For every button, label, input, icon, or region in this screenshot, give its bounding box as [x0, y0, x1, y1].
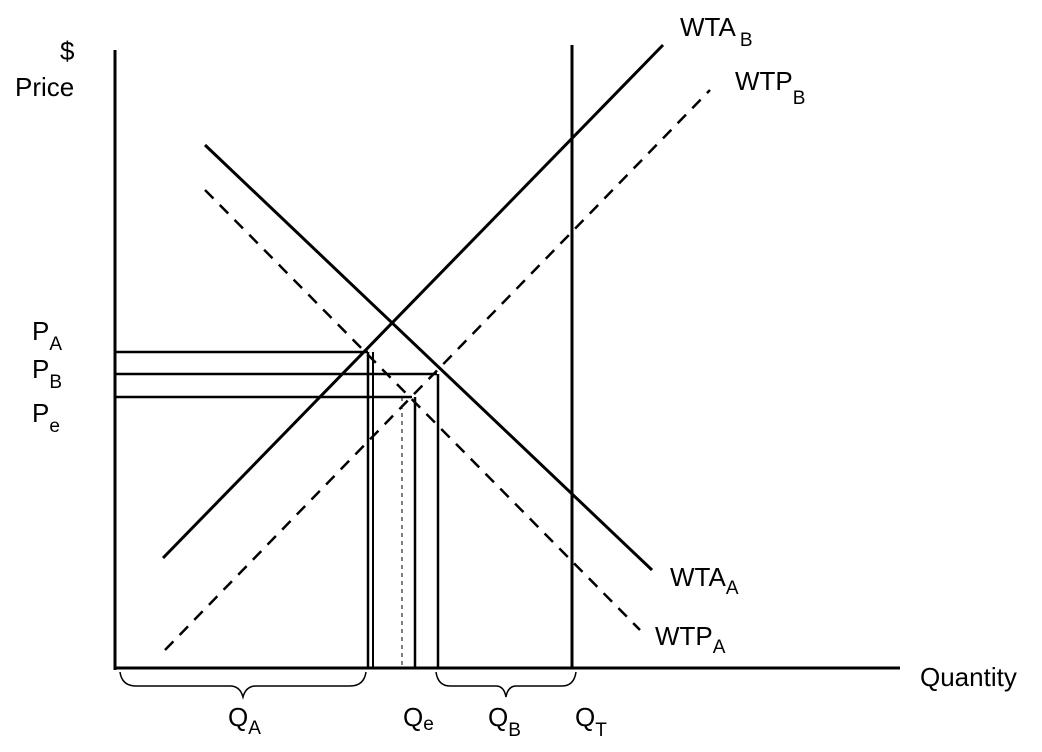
- label-main: WTP: [655, 621, 713, 651]
- label-main: Q: [403, 702, 423, 732]
- label-sub: B: [508, 720, 521, 741]
- label-main: Q: [488, 702, 508, 732]
- label-sub: A: [726, 578, 739, 599]
- wtp-a-curve: [204, 189, 641, 631]
- label-main: P: [32, 316, 49, 346]
- price-label: PA: [32, 316, 62, 355]
- label-sub: e: [49, 416, 60, 437]
- label-sub: T: [595, 720, 607, 741]
- wtp-b-curve: [164, 89, 711, 651]
- y-symbol: $: [60, 36, 75, 66]
- quantity-label: QB: [488, 702, 521, 741]
- label-main: Q: [575, 702, 595, 732]
- curve-label: WTPB: [735, 66, 805, 109]
- qb-brace: [435, 671, 577, 698]
- curve-label: WTPA: [655, 621, 726, 658]
- label-sub: B: [793, 88, 806, 109]
- price-label: Pe: [32, 398, 60, 437]
- label-main: WTA: [680, 12, 736, 42]
- label-sub: e: [423, 714, 434, 735]
- quantity-label: QT: [575, 702, 607, 741]
- label-main: P: [32, 398, 49, 428]
- x-axis-label: Quantity: [920, 662, 1017, 692]
- label-main: WTP: [735, 66, 793, 96]
- curve-label: WTAA: [670, 562, 739, 599]
- label-main: Q: [228, 702, 248, 732]
- label-main: WTA: [670, 562, 726, 592]
- label-sub: B: [49, 372, 62, 393]
- label-sub: A: [49, 334, 62, 355]
- wta-a-curve: [203, 143, 654, 572]
- label-main: P: [32, 354, 49, 384]
- label-sub: A: [248, 718, 261, 739]
- wta-b-curve: [161, 43, 665, 560]
- quantity-label: QA: [228, 702, 261, 739]
- qa-brace: [119, 671, 367, 700]
- y-axis-label: Price: [15, 72, 74, 102]
- label-sub: A: [713, 637, 726, 658]
- label-sub: B: [740, 30, 753, 51]
- curve-label: WTA B: [680, 12, 753, 51]
- quantity-label: Qe: [403, 702, 434, 735]
- price-label: PB: [32, 354, 62, 393]
